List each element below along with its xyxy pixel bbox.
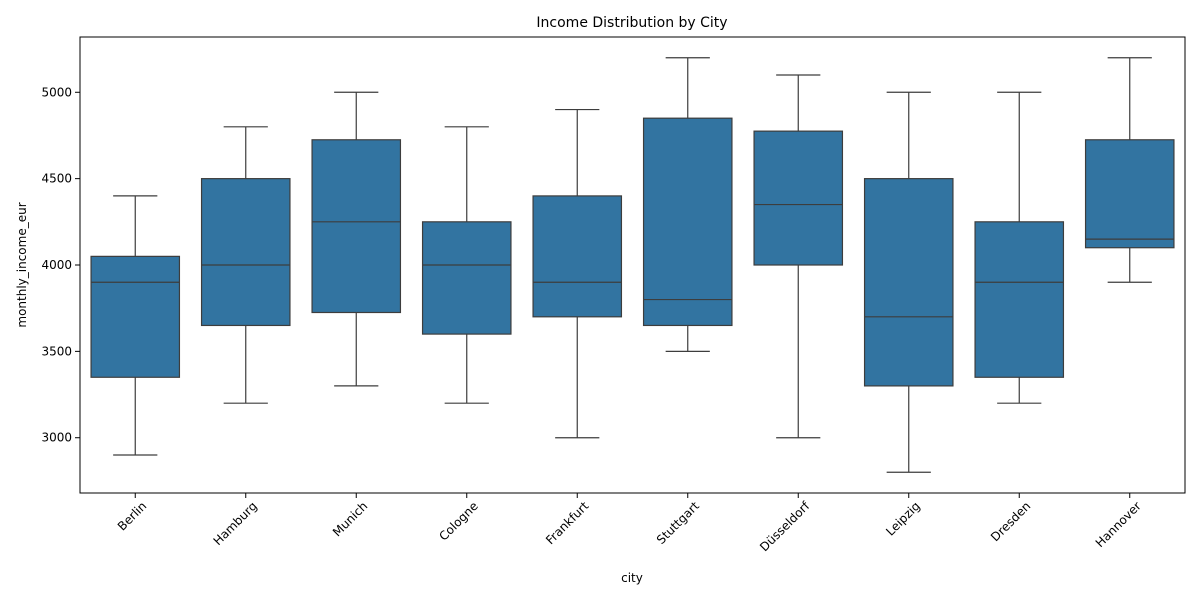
y-axis-label: monthly_income_eur [15,202,29,327]
box-iqr [200,178,291,327]
y-tick-label-0: 3000 [41,431,72,445]
y-axis: 3000 3500 4000 4500 5000 [41,85,80,445]
box-group-3 [421,126,512,404]
box-group-6 [753,74,844,439]
x-tick-label-2: Munich [330,499,370,539]
y-tick-label-3: 4500 [41,172,72,186]
x-axis-label: city [621,571,643,585]
box-iqr [863,178,954,387]
x-tick-label-4: Frankfurt [543,499,592,548]
box-iqr [311,139,402,314]
box-group-8 [974,91,1065,404]
box-group-4 [532,108,623,439]
box-iqr [1084,139,1175,249]
x-tick-label-8: Dresden [988,499,1033,544]
box-group-1 [200,126,291,404]
x-tick-label-3: Cologne [436,499,481,544]
box-group-5 [642,57,733,352]
x-tick-label-6: Düsseldorf [757,498,813,554]
box-iqr [642,117,733,327]
y-tick-label-2: 4000 [41,258,72,272]
y-tick-label-1: 3500 [41,344,72,358]
box-group-9 [1084,57,1175,283]
box-iqr [974,221,1065,378]
x-tick-label-9: Hannover [1093,499,1144,550]
box-group-7 [863,91,954,473]
x-axis: Berlin Hamburg Munich Cologne Frankfurt Stutt… [115,493,1144,554]
box-group-0 [90,195,181,456]
box-iqr [532,195,623,318]
box-iqr [753,130,844,266]
x-tick-label-0: Berlin [115,499,150,534]
box-group-2 [311,91,402,387]
x-tick-label-7: Leipzig [883,499,923,539]
chart-title: Income Distribution by City [536,15,727,31]
boxes-layer [90,57,1175,473]
y-tick-label-4: 5000 [41,85,72,99]
box-iqr [90,255,181,378]
x-tick-label-5: Stuttgart [654,499,702,547]
box-iqr [421,221,512,335]
x-tick-label-1: Hamburg [211,499,260,548]
